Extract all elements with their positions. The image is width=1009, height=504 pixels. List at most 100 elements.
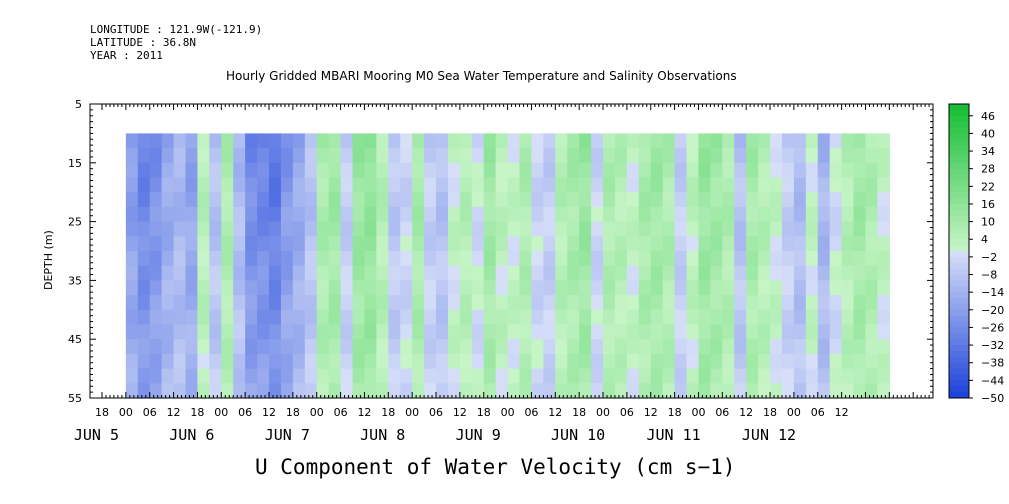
heatmap-cell [710, 192, 723, 208]
heatmap-cell [364, 368, 377, 384]
heatmap-cell [471, 265, 485, 281]
heatmap-cell [245, 368, 258, 384]
heatmap-cell [793, 177, 807, 193]
heatmap-cell [197, 295, 210, 311]
heatmap-cell [710, 324, 723, 340]
heatmap-cell [280, 206, 294, 223]
heatmap-cell [269, 368, 282, 384]
heatmap-cell [793, 265, 807, 281]
heatmap-cell [543, 280, 556, 296]
heatmap-cell [626, 177, 640, 193]
heatmap-cell [793, 339, 807, 355]
heatmap-cell [388, 353, 401, 370]
heatmap-cell [626, 368, 640, 384]
heatmap-cell [436, 368, 449, 384]
heatmap-cell [316, 206, 330, 223]
heatmap-cell [674, 251, 688, 267]
heatmap-cell [257, 383, 270, 399]
heatmap-cell [388, 324, 401, 340]
heatmap-cell [447, 383, 461, 399]
heatmap-cell [817, 236, 831, 252]
heatmap-cell [710, 280, 723, 296]
heatmap-cell [543, 206, 556, 223]
heatmap-cell [292, 265, 306, 281]
colorbar-swatch [949, 186, 969, 193]
heatmap-cell [352, 368, 366, 384]
heatmap-cell [257, 324, 270, 340]
heatmap-cell [292, 295, 306, 311]
heatmap-cell [221, 368, 234, 384]
heatmap-cell [424, 383, 437, 399]
x-hour-label: 06 [334, 406, 348, 419]
heatmap-cell [471, 192, 485, 208]
heatmap-cell [519, 162, 533, 179]
heatmap-cell [209, 383, 222, 399]
heatmap-cell [686, 309, 700, 326]
heatmap-cell [280, 148, 294, 164]
heatmap-cell [364, 280, 377, 296]
heatmap-cell [591, 162, 604, 179]
heatmap-cell [436, 265, 449, 281]
heatmap-cell [662, 324, 676, 340]
heatmap-cell [614, 339, 628, 355]
heatmap-cell [340, 368, 354, 384]
heatmap-cell [400, 265, 413, 281]
heatmap-cell [638, 148, 652, 164]
heatmap-cell [507, 221, 521, 237]
heatmap-cell [674, 309, 688, 326]
colorbar-tick-label: 22 [981, 180, 995, 193]
heatmap-cell [340, 383, 354, 399]
heatmap-cell [221, 148, 234, 164]
colorbar-swatch [949, 356, 969, 364]
heatmap-cell [567, 192, 580, 208]
heatmap-cell [280, 368, 294, 384]
heatmap-cell [650, 265, 664, 281]
heatmap-cell [662, 221, 676, 237]
heatmap-cell [328, 177, 342, 193]
heatmap-cell [316, 162, 330, 179]
heatmap-cell [758, 265, 771, 281]
colorbar-swatch [949, 209, 969, 217]
heatmap-cell [173, 251, 187, 267]
heatmap-cell [579, 280, 592, 296]
heatmap-cell [400, 177, 413, 193]
heatmap-cell [388, 221, 401, 237]
heatmap-cell [555, 368, 568, 384]
heatmap-cell [376, 339, 389, 355]
colorbar-swatch [949, 309, 969, 317]
heatmap-cell [758, 206, 771, 223]
heatmap-cell [662, 383, 676, 399]
colorbar-swatch [949, 109, 969, 117]
heatmap-cell [400, 368, 413, 384]
heatmap-cell [662, 206, 676, 223]
heatmap-cell [197, 236, 210, 252]
colorbar-swatch [949, 362, 969, 370]
heatmap-cell [853, 251, 867, 267]
heatmap-cell [173, 148, 187, 164]
heatmap-cell [149, 353, 163, 370]
heatmap-cell [245, 206, 258, 223]
heatmap-cell [173, 236, 187, 252]
heatmap-cell [221, 177, 234, 193]
heatmap-cell [698, 162, 711, 179]
heatmap-cell [734, 133, 747, 149]
heatmap-cell [614, 162, 628, 179]
heatmap-cell [424, 265, 437, 281]
colorbar-swatch [949, 286, 969, 293]
heatmap-cell [233, 309, 246, 326]
heatmap-cell [424, 206, 437, 223]
heatmap-cell [197, 339, 210, 355]
heatmap-cell [185, 236, 199, 252]
heatmap-cell [758, 177, 771, 193]
heatmap-cell [304, 251, 318, 267]
heatmap-cell [710, 339, 723, 355]
heatmap-cell [591, 192, 604, 208]
heatmap-cell [591, 353, 604, 370]
heatmap-cell [781, 206, 795, 223]
heatmap-cell [674, 221, 688, 237]
heatmap-cell [197, 133, 210, 149]
heatmap-cell [781, 309, 795, 326]
heatmap-cell [352, 162, 366, 179]
heatmap-cell [125, 265, 139, 281]
